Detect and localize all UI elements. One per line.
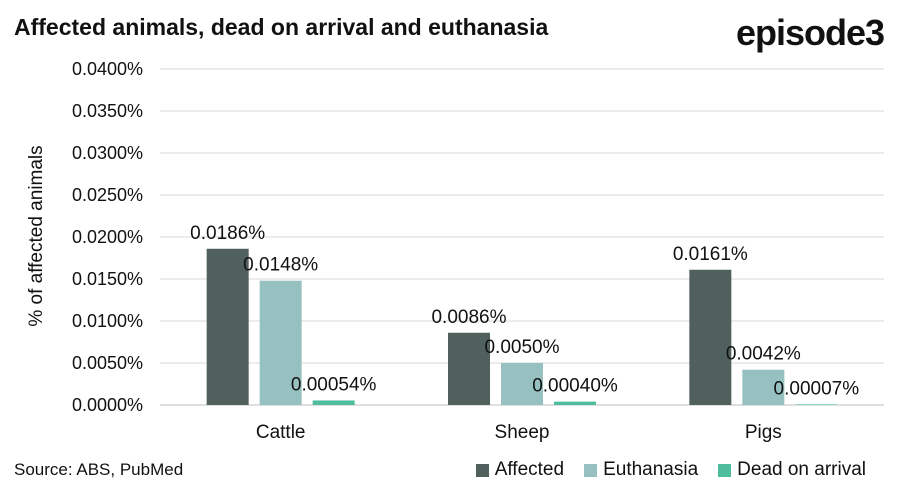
legend-item-affected: Affected: [475, 459, 565, 481]
data-label-affected-cattle: 0.0186%: [190, 223, 265, 244]
y-axis-label: % of affected animals: [26, 145, 47, 326]
legend-swatch-euthanasia: [584, 463, 598, 477]
y-tick-label: 0.0150%: [72, 269, 143, 289]
legend-item-euthanasia: Euthanasia: [584, 459, 698, 481]
bar-affected-sheep: [448, 332, 490, 405]
y-tick-label: 0.0400%: [72, 59, 143, 79]
bar-affected-cattle: [206, 248, 249, 405]
data-labels: 0.0186% 0.0148% 0.00054% 0.0086% 0.0050% 0.00…: [190, 223, 859, 400]
legend-item-dead-on-arrival: Dead on arrival: [718, 459, 866, 481]
bar-dead-on-arrival-cattle: [312, 400, 355, 405]
legend-label-dead-on-arrival: Dead on arrival: [737, 459, 866, 480]
x-category-sheep: Sheep: [495, 422, 550, 443]
legend-label-euthanasia: Euthanasia: [603, 459, 699, 480]
y-tick-label: 0.0000%: [72, 395, 143, 415]
grid-lines: [160, 68, 884, 406]
y-tick-label: 0.0350%: [72, 101, 143, 121]
legend-swatch-affected: [475, 463, 489, 477]
data-label-dead-on-arrival-cattle: 0.00054%: [291, 374, 377, 395]
chart-title: Affected animals, dead on arrival and eu…: [14, 14, 549, 40]
bar-affected-pigs: [689, 269, 732, 405]
x-category-pigs: Pigs: [745, 422, 782, 443]
bar-euthanasia-sheep: [501, 363, 543, 405]
y-tick-label: 0.0050%: [72, 353, 143, 373]
x-axis-categories: Cattle Sheep Pigs: [256, 422, 782, 443]
data-label-euthanasia-sheep: 0.0050%: [484, 337, 559, 358]
y-tick-label: 0.0200%: [72, 227, 143, 247]
bar-dead-on-arrival-pigs: [795, 404, 838, 405]
y-axis-ticks: 0.0000% 0.0050% 0.0100% 0.0150% 0.0200% 0.025…: [72, 59, 143, 415]
y-tick-label: 0.0100%: [72, 311, 143, 331]
data-label-euthanasia-pigs: 0.0042%: [726, 344, 801, 365]
y-tick-label: 0.0300%: [72, 143, 143, 163]
brand-logo: episode3: [735, 12, 885, 53]
bar-euthanasia-cattle: [259, 280, 302, 405]
data-label-euthanasia-cattle: 0.0148%: [243, 255, 318, 276]
legend-label-affected: Affected: [494, 459, 565, 480]
bar-euthanasia-pigs: [742, 369, 785, 405]
legend: Affected Euthanasia Dead on arrival: [475, 459, 866, 481]
data-label-affected-pigs: 0.0161%: [673, 244, 748, 265]
data-label-dead-on-arrival-pigs: 0.00007%: [774, 378, 860, 399]
x-category-cattle: Cattle: [256, 422, 306, 443]
source-note: Source: ABS, PubMed: [14, 460, 184, 479]
y-tick-label: 0.0250%: [72, 185, 143, 205]
data-label-dead-on-arrival-sheep: 0.00040%: [532, 376, 618, 397]
bar-dead-on-arrival-sheep: [554, 401, 596, 405]
bars: [206, 248, 838, 405]
data-label-affected-sheep: 0.0086%: [431, 307, 506, 328]
legend-swatch-dead-on-arrival: [718, 463, 732, 477]
